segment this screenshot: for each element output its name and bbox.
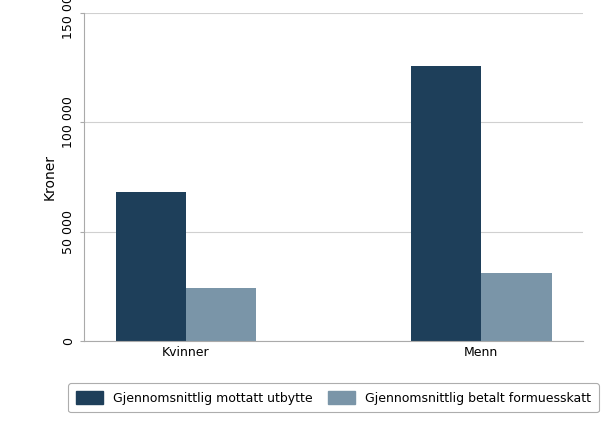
Bar <box>411 66 481 341</box>
Y-axis label: Kroner: Kroner <box>43 154 56 200</box>
Bar <box>186 288 256 341</box>
Bar <box>481 273 552 341</box>
Bar <box>115 192 186 341</box>
Legend: Gjennomsnittlig mottatt utbytte, Gjennomsnittlig betalt formuesskatt: Gjennomsnittlig mottatt utbytte, Gjennom… <box>69 384 599 412</box>
